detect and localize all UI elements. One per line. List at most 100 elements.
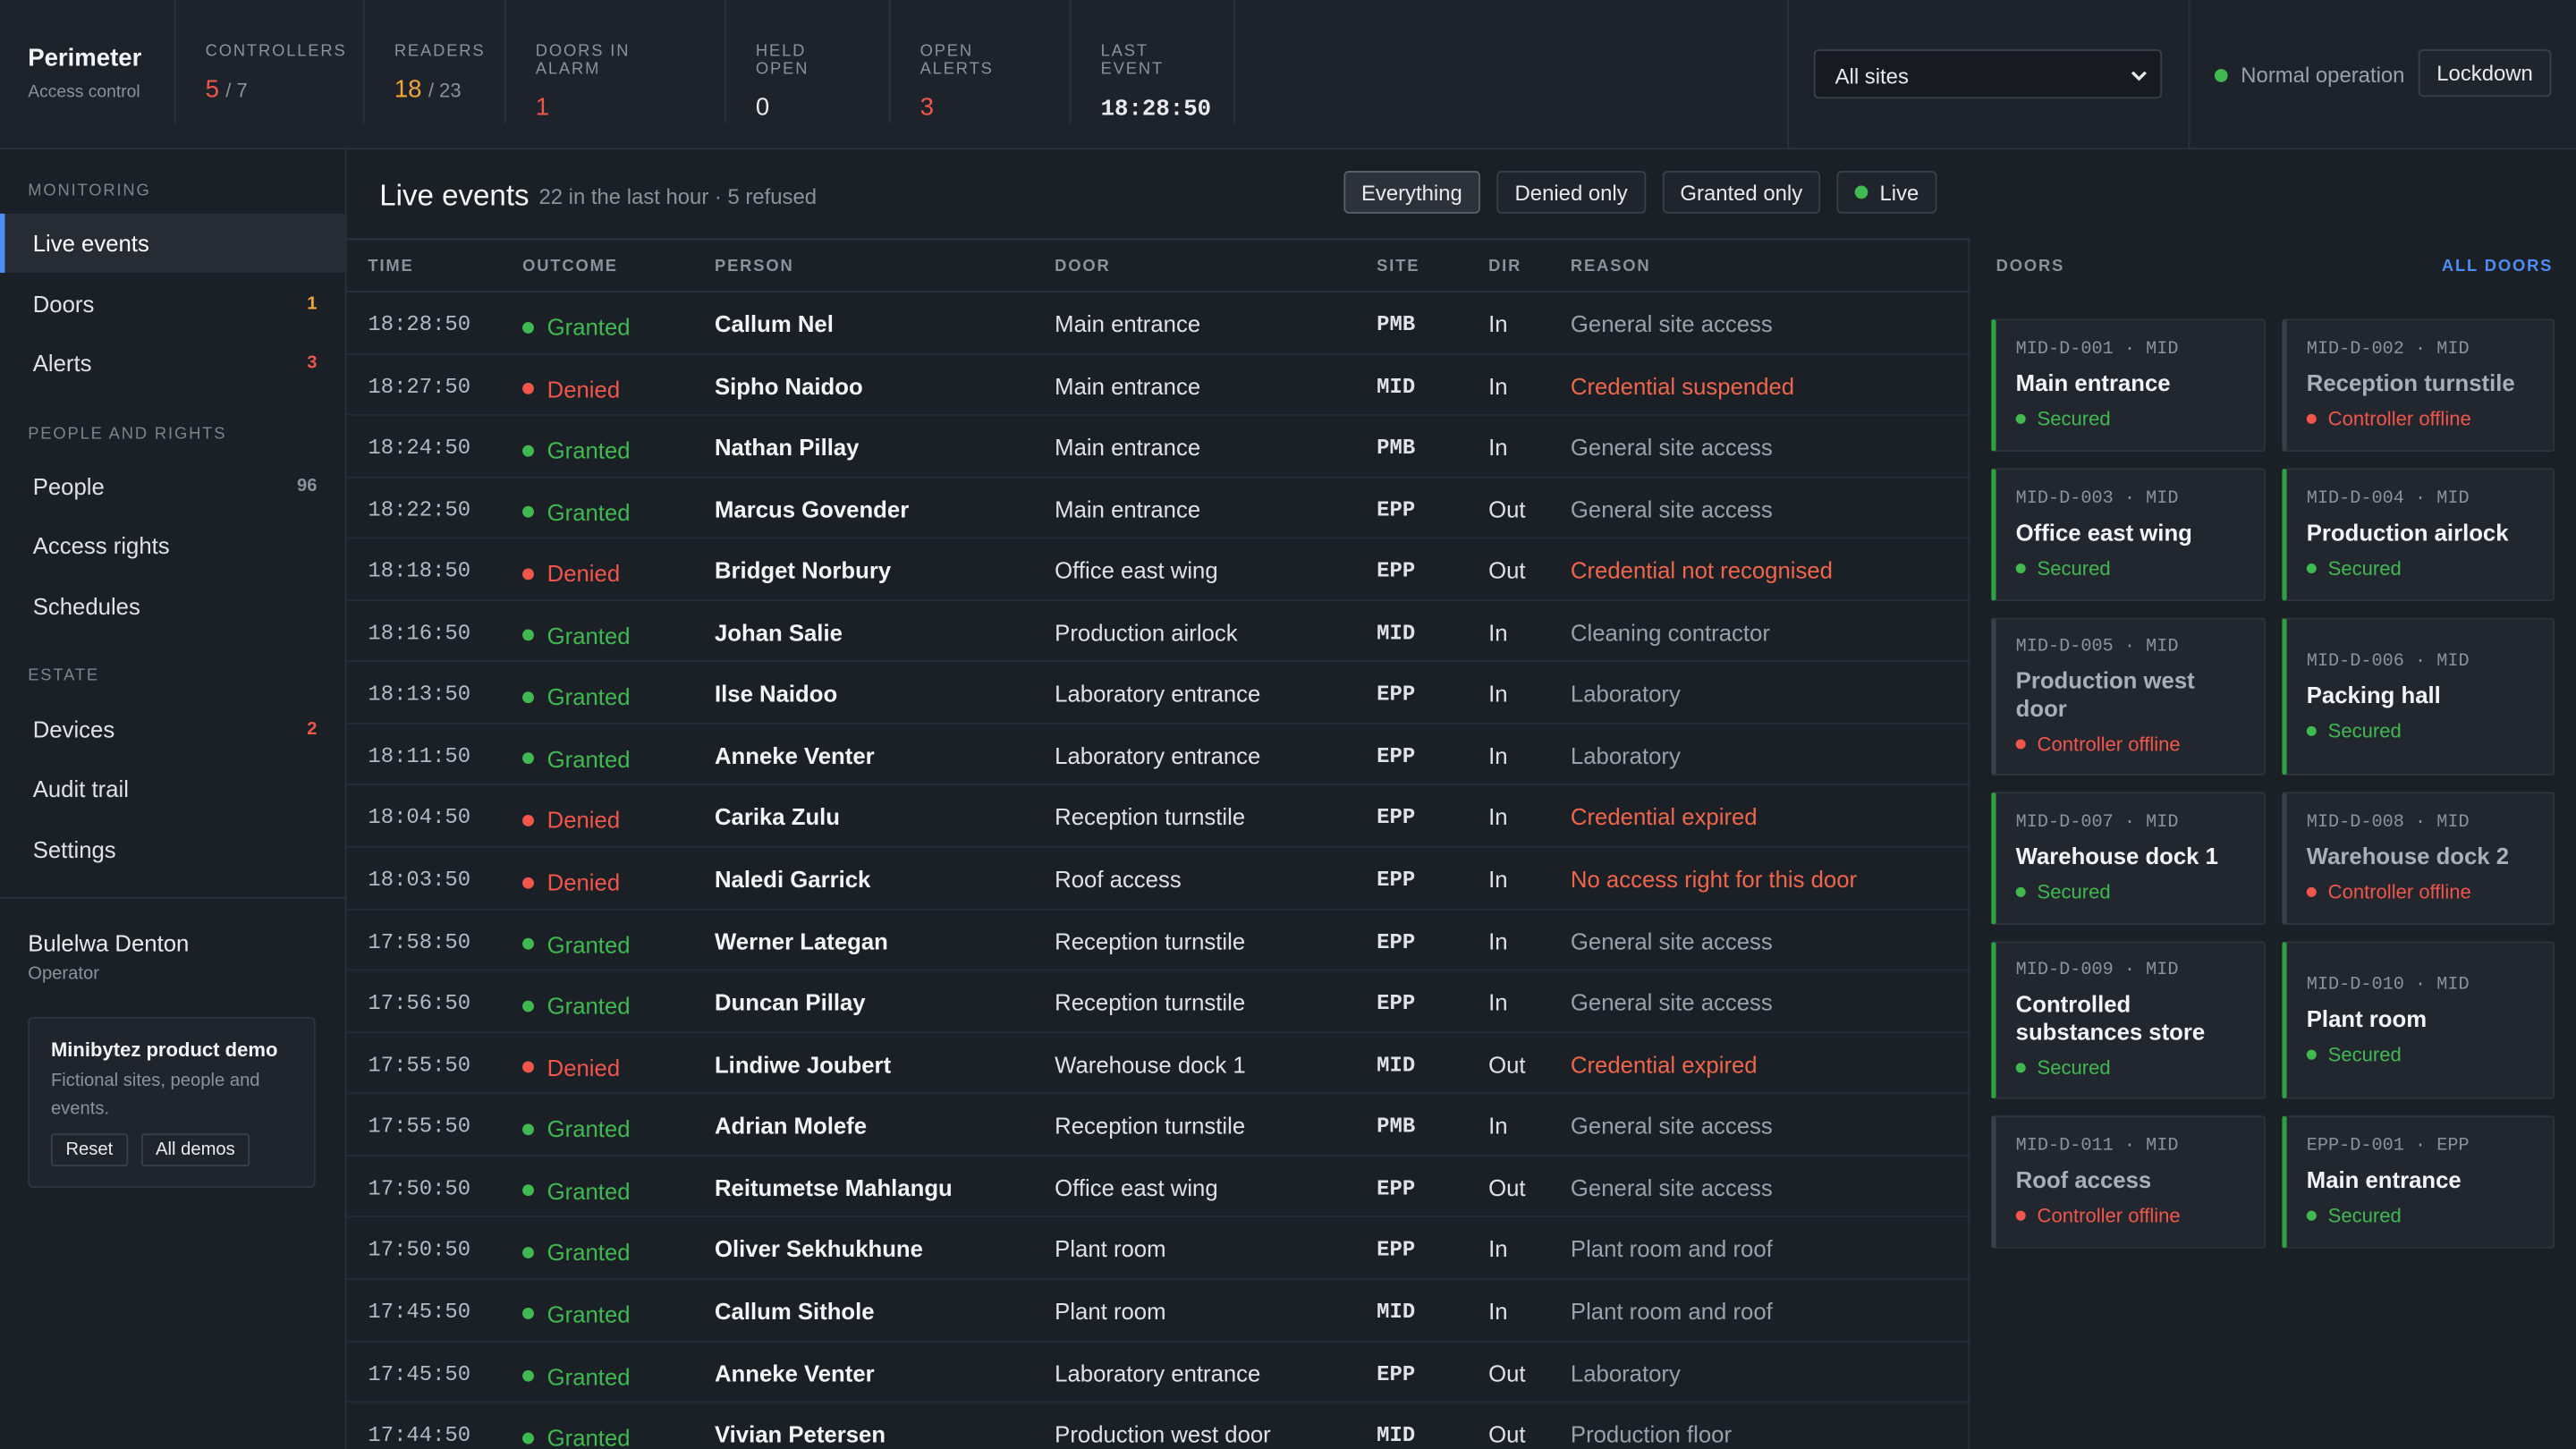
time: 18:16:50 <box>368 620 471 646</box>
door-card[interactable]: MID-D-003 · MID Office east wing Secured <box>1991 468 2266 602</box>
stat: READERS 18 / 23 <box>362 0 504 123</box>
site: EPP <box>1377 1175 1416 1201</box>
outcome-text: Denied <box>547 869 621 896</box>
door-code: MID-D-006 · MID <box>2306 651 2470 672</box>
door-name: Main entrance <box>2306 1166 2462 1193</box>
nav-item[interactable]: Settings <box>0 820 345 879</box>
time: 17:50:50 <box>368 1237 471 1263</box>
door: Office east wing <box>1055 1174 1218 1201</box>
outcome: Denied <box>522 1055 620 1080</box>
column-header: DIR <box>1488 258 1522 276</box>
reason: Cleaning contractor <box>1570 619 1770 646</box>
person: Oliver Sekhukhune <box>714 1235 923 1263</box>
site-select[interactable]: All sites <box>1813 49 2163 99</box>
demo-button[interactable]: Reset <box>50 1133 128 1167</box>
door-status-text: Controller offline <box>2327 880 2471 904</box>
stat: HELD OPEN 0 <box>724 0 889 123</box>
door-code: EPP-D-001 · EPP <box>2306 1137 2470 1157</box>
outcome-dot <box>522 568 534 580</box>
outcome: Granted <box>522 314 631 340</box>
door-card[interactable]: MID-D-010 · MID Plant room Secured <box>2282 941 2555 1099</box>
door-name: Controlled substances store <box>2015 990 2206 1046</box>
nav-item[interactable]: Schedules <box>0 577 345 636</box>
door-status-dot <box>2015 1210 2026 1221</box>
outcome-dot <box>522 1061 534 1073</box>
person: Vivian Petersen <box>714 1420 886 1448</box>
door-card[interactable]: MID-D-002 · MID Reception turnstile Contro… <box>2282 318 2555 453</box>
filters: Everything Denied only Granted only Live <box>1343 171 1937 214</box>
door-card[interactable]: MID-D-004 · MID Production airlock Secured <box>2282 468 2555 602</box>
event-row: 17:50:50 Granted Oliver Sekhukhune Plant ro… <box>346 1218 1969 1280</box>
status-dot <box>2214 68 2228 81</box>
outcome: Denied <box>522 808 620 834</box>
outcome-text: Granted <box>547 1115 631 1143</box>
event-row: 18:27:50 Denied Sipho Naidoo Main entrance M… <box>346 354 1969 416</box>
column-header: REASON <box>1570 258 1651 276</box>
filter-button[interactable]: Granted only <box>1662 171 1821 214</box>
outcome-dot <box>522 506 534 518</box>
stat-value-line: 18 / 23 <box>394 75 475 103</box>
door: Main entrance <box>1055 310 1201 337</box>
nav-label: Devices <box>32 716 115 743</box>
all-doors-link[interactable]: ALL DOORS <box>2441 258 2554 276</box>
door-status: Controller offline <box>2015 1204 2244 1227</box>
filter-button[interactable]: Denied only <box>1496 171 1646 214</box>
reason: General site access <box>1570 1174 1773 1201</box>
time: 18:27:50 <box>368 373 471 399</box>
divider <box>1787 0 1790 148</box>
door-card[interactable]: MID-D-001 · MID Main entrance Secured <box>1991 318 2266 453</box>
stat-label: DOORS IN ALARM <box>535 42 631 80</box>
door-name: Plant room <box>2306 1004 2428 1031</box>
door: Office east wing <box>1055 557 1218 584</box>
stat: OPEN ALERTS 3 <box>888 0 1070 123</box>
door-card[interactable]: MID-D-006 · MID Packing hall Secured <box>2282 617 2555 775</box>
outcome: Granted <box>522 1301 631 1327</box>
nav-item[interactable]: Devices 2 <box>0 699 345 758</box>
reason: No access right for this door <box>1570 866 1858 893</box>
nav-item[interactable]: People 96 <box>0 457 345 516</box>
site: PMB <box>1377 1114 1416 1140</box>
nav-count: 1 <box>307 293 318 314</box>
door-card[interactable]: MID-D-008 · MID Warehouse dock 2 Controlle… <box>2282 792 2555 926</box>
door-card[interactable]: MID-D-005 · MID Production west door Contr… <box>1991 617 2266 775</box>
column-header: PERSON <box>714 258 794 276</box>
filter-button[interactable]: Live <box>1836 171 1937 214</box>
reason: General site access <box>1570 434 1773 461</box>
lockdown-button[interactable]: Lockdown <box>2418 49 2552 97</box>
door-card[interactable]: MID-D-011 · MID Roof access Controller off… <box>1991 1115 2266 1249</box>
event-row: 18:04:50 Denied Carika Zulu Reception turns… <box>346 786 1969 848</box>
direction: In <box>1488 989 1508 1016</box>
outcome-dot <box>522 1184 534 1197</box>
nav-item[interactable]: Alerts 3 <box>0 334 345 393</box>
nav-item[interactable]: Audit trail <box>0 759 345 818</box>
door-card[interactable]: EPP-D-001 · EPP Main entrance Secured <box>2282 1115 2555 1249</box>
door-status-text: Secured <box>2327 1204 2402 1228</box>
door-card[interactable]: MID-D-009 · MID Controlled substances sto… <box>1991 941 2266 1099</box>
stat-value-line: 1 <box>536 94 695 122</box>
event-row: 17:50:50 Granted Reitumetse Mahlangu Office… <box>346 1157 1969 1218</box>
nav-item[interactable]: Doors 1 <box>0 275 345 334</box>
outcome: Granted <box>522 1178 631 1204</box>
door-status-dot <box>2306 1210 2317 1221</box>
door-card[interactable]: MID-D-007 · MID Warehouse dock 1 Secured <box>1991 792 2266 926</box>
direction: In <box>1488 928 1508 954</box>
time: 17:55:50 <box>368 1114 471 1140</box>
person: Bridget Norbury <box>714 557 892 584</box>
event-row: 17:45:50 Granted Callum Sithole Plant room M… <box>346 1280 1969 1342</box>
demo-button[interactable]: All demos <box>140 1133 250 1167</box>
filter-label: Live <box>1879 180 1919 205</box>
site: EPP <box>1377 1360 1416 1386</box>
time: 18:18:50 <box>368 558 471 584</box>
door-status-dot <box>2306 413 2317 424</box>
nav-label: People <box>32 472 105 500</box>
nav-label: Alerts <box>32 350 92 377</box>
nav-item[interactable]: Access rights <box>0 516 345 575</box>
nav-item[interactable]: Live events <box>0 213 345 273</box>
door: Production airlock <box>1055 619 1238 646</box>
event-row: 18:22:50 Granted Marcus Govender Main entra… <box>346 478 1969 539</box>
direction: Out <box>1488 1420 1526 1448</box>
nav-count: 96 <box>296 476 318 496</box>
nav-section: PEOPLE AND RIGHTS <box>28 425 227 444</box>
doors-grid: MID-D-001 · MID Main entrance Secured MID-D… <box>1991 318 2555 1249</box>
filter-button[interactable]: Everything <box>1343 171 1480 214</box>
